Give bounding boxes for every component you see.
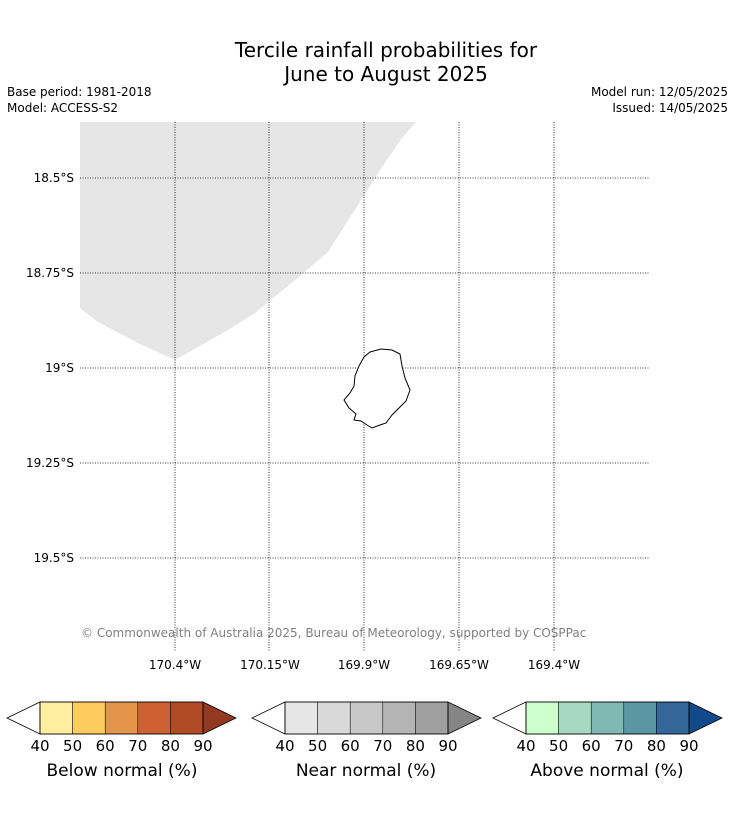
above-swatch [558, 701, 592, 735]
above-normal-label: Above normal (%) [530, 761, 684, 781]
credit-text: © Commonwealth of Australia 2025, Bureau… [81, 626, 586, 640]
colorbar-above-swatches [492, 701, 723, 735]
below-swatch [137, 701, 171, 735]
near-swatch [382, 701, 416, 735]
lon-label: 169.4°W [528, 658, 580, 672]
above-tick-label: 50 [549, 737, 568, 755]
below-swatch [72, 701, 106, 735]
below-normal-label: Below normal (%) [46, 761, 198, 781]
lat-label: 18.75°S [26, 266, 74, 280]
above-tick-label: 70 [614, 737, 633, 755]
above-tick-label: 40 [516, 737, 535, 755]
near-tick-label: 50 [308, 737, 327, 755]
above-frame [525, 701, 690, 735]
below-swatch [170, 701, 204, 735]
title-line-2: June to August 2025 [284, 62, 488, 86]
above-tick-label: 90 [679, 737, 698, 755]
issued-date: Issued: 14/05/2025 [612, 101, 728, 115]
colorbar-below: 40 50 60 70 80 90 [6, 701, 237, 755]
below-tick-label: 80 [161, 737, 180, 755]
colorbar-above-ticks: 40 50 60 70 80 90 [516, 737, 698, 755]
colorbar-near: 40 50 60 70 80 90 [251, 701, 482, 755]
above-over-arrow [688, 701, 723, 735]
below-under-arrow [6, 701, 41, 735]
lat-label: 19.5°S [34, 551, 74, 565]
below-over-arrow [202, 701, 237, 735]
below-tick-label: 60 [96, 737, 115, 755]
near-under-arrow [251, 701, 286, 735]
below-tick-label: 40 [30, 737, 49, 755]
model-name: Model: ACCESS-S2 [7, 101, 119, 115]
below-tick-label: 50 [63, 737, 82, 755]
lon-label: 169.9°W [338, 658, 390, 672]
lon-label: 169.65°W [429, 658, 489, 672]
meta-left: Base period: 1981-2018 Model: ACCESS-S2 [7, 84, 152, 116]
above-tick-label: 80 [647, 737, 666, 755]
near-swatch [284, 701, 318, 735]
colorbar-near-ticks: 40 50 60 70 80 90 [275, 737, 457, 755]
above-under-arrow [492, 701, 527, 735]
above-swatch [590, 701, 625, 735]
meta-right: Model run: 12/05/2025 Issued: 14/05/2025 [591, 84, 728, 116]
colorbar-below-ticks: 40 50 60 70 80 90 [30, 737, 212, 755]
near-normal-label: Near normal (%) [295, 761, 437, 781]
below-frame [39, 701, 204, 735]
near-tick-label: 70 [373, 737, 392, 755]
above-swatch [525, 701, 559, 735]
base-period: Base period: 1981-2018 [7, 85, 152, 99]
near-tick-label: 80 [406, 737, 425, 755]
colorbar-above: 40 50 60 70 80 90 [492, 701, 723, 755]
lon-label: 170.4°W [149, 658, 201, 672]
near-swatch [349, 701, 384, 735]
below-tick-label: 90 [193, 737, 212, 755]
lat-label: 19.25°S [26, 456, 74, 470]
lon-label: 170.15°W [240, 658, 300, 672]
above-tick-label: 60 [582, 737, 601, 755]
above-swatch [623, 701, 657, 735]
near-tick-label: 90 [438, 737, 457, 755]
model-run: Model run: 12/05/2025 [590, 85, 728, 99]
lat-label: 18.5°S [34, 171, 74, 185]
near-swatch [415, 701, 449, 735]
title-line-1: Tercile rainfall probabilities for [234, 38, 538, 62]
map-title: Tercile rainfall probabilities for June … [0, 38, 736, 86]
colorbar-below-swatches [6, 701, 237, 735]
below-swatch [39, 701, 73, 735]
colorbar-near-swatches [251, 701, 482, 735]
near-tick-label: 40 [275, 737, 294, 755]
lat-label: 19°S [45, 361, 74, 375]
near-normal-region [80, 122, 416, 360]
near-frame [284, 701, 449, 735]
island-coastline [343, 348, 411, 429]
near-over-arrow [447, 701, 482, 735]
near-swatch [317, 701, 351, 735]
above-swatch [656, 701, 690, 735]
below-swatch [104, 701, 139, 735]
below-tick-label: 70 [128, 737, 147, 755]
near-tick-label: 60 [341, 737, 360, 755]
